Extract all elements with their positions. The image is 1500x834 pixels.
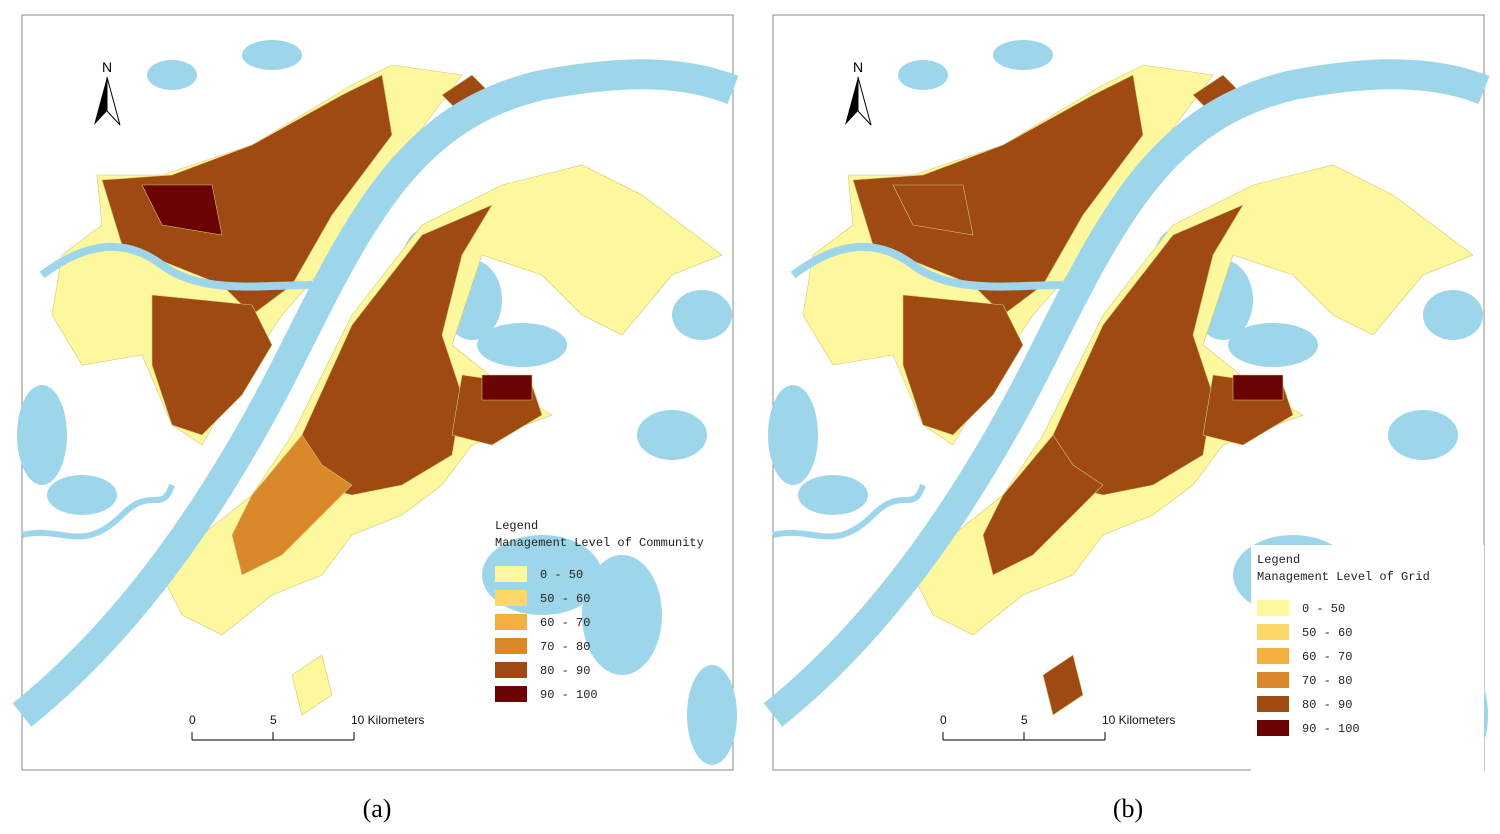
district (151, 294, 273, 436)
legend-swatch (1257, 600, 1289, 616)
district (291, 654, 333, 716)
north-label: N (853, 59, 863, 75)
lake (17, 385, 67, 485)
legend-label: 60 - 70 (540, 616, 590, 630)
legend-label: 90 - 100 (1302, 722, 1360, 736)
district (231, 434, 353, 576)
north-arrow (94, 77, 107, 125)
caption: (b) (1113, 794, 1143, 823)
river (763, 59, 1490, 727)
legend-swatch (495, 662, 527, 678)
legend-swatch (495, 614, 527, 630)
district (902, 294, 1024, 436)
legend-swatch (1257, 624, 1289, 640)
legend-swatch (1257, 696, 1289, 712)
legend-label: 80 - 90 (540, 664, 590, 678)
lake (798, 475, 868, 515)
lake (993, 40, 1053, 70)
legend-label: 70 - 80 (1302, 674, 1352, 688)
lake (477, 323, 567, 367)
district (892, 184, 974, 236)
legend-subtitle: Management Level of Grid (1257, 570, 1430, 584)
lake (582, 555, 662, 675)
map-panel: N 0 5 10 Kilometers Legend Management Level o… (12, 14, 739, 771)
lake (47, 475, 117, 515)
legend-swatch (1257, 720, 1289, 736)
legend-swatch (495, 638, 527, 654)
caption: (a) (363, 794, 392, 823)
legend-title: Legend (1257, 553, 1300, 567)
legend-swatch (1257, 648, 1289, 664)
scale-label: 5 (270, 713, 277, 727)
lake (768, 385, 818, 485)
legend-label: 50 - 60 (1302, 626, 1352, 640)
district (301, 204, 493, 496)
tributary (790, 242, 1064, 291)
legend-label: 60 - 70 (1302, 650, 1352, 664)
scale-label: 10 Kilometers (351, 713, 424, 727)
legend-swatch (1257, 672, 1289, 688)
lake (1228, 323, 1318, 367)
tributary (39, 242, 313, 291)
legend-label: 90 - 100 (540, 688, 598, 702)
north-arrow (106, 76, 121, 126)
tributary (772, 483, 926, 540)
scale-label: 0 (940, 713, 947, 727)
district (982, 434, 1104, 576)
legend-swatch (495, 566, 527, 582)
district (1052, 204, 1244, 496)
lake (637, 410, 707, 460)
legend-label: 70 - 80 (540, 640, 590, 654)
map-panel: N 0 5 10 Kilometers Legend Management Level o… (763, 14, 1490, 771)
district (141, 184, 223, 236)
legend-label: 50 - 60 (540, 592, 590, 606)
district (481, 374, 533, 401)
district (101, 74, 393, 316)
legend-swatch (495, 590, 527, 606)
north-arrow (857, 76, 872, 126)
scale-label: 5 (1021, 713, 1028, 727)
lake (242, 40, 302, 70)
north-arrow (845, 77, 858, 125)
legend-label: 80 - 90 (1302, 698, 1352, 712)
lake (1423, 290, 1483, 340)
district (1232, 374, 1284, 401)
lake (898, 60, 948, 90)
legend-title: Legend (495, 519, 538, 533)
legend-label: 0 - 50 (1302, 602, 1345, 616)
lake (1388, 410, 1458, 460)
legend-box (1251, 545, 1484, 771)
district (852, 74, 1144, 316)
district (1042, 654, 1084, 716)
lake (687, 665, 737, 765)
legend-label: 0 - 50 (540, 568, 583, 582)
tributary (21, 483, 175, 540)
legend-subtitle: Management Level of Community (495, 536, 704, 550)
legend-swatch (495, 686, 527, 702)
river (12, 59, 739, 727)
lake (672, 290, 732, 340)
lake (147, 60, 197, 90)
scale-label: 0 (189, 713, 196, 727)
north-label: N (102, 59, 112, 75)
scale-label: 10 Kilometers (1102, 713, 1175, 727)
